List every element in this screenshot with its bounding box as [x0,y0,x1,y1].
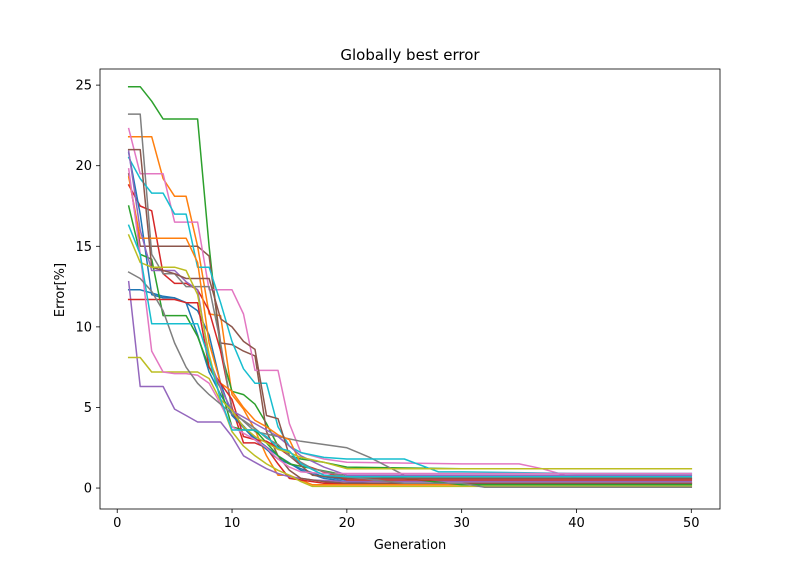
x-tick-label: 40 [568,516,585,531]
chart-title: Globally best error [340,46,480,64]
y-axis-label: Error[%] [53,263,68,317]
x-tick-label: 50 [683,516,700,531]
series-line-17 [127,168,693,475]
series-layer [127,85,693,488]
x-tick-label: 30 [453,516,470,531]
y-tick-label: 5 [84,401,92,416]
series-line-6 [127,172,693,484]
y-tick-label: 0 [84,482,92,497]
series-line-19 [127,234,693,470]
x-tick-label: 10 [224,516,241,531]
series-line-16 [127,148,693,480]
series-line-20 [127,224,693,478]
y-tick-label: 10 [75,320,92,335]
y-tick-label: 25 [75,79,92,94]
axes-layer: 0 10 20 30 40 50 0 5 10 15 20 25 [75,68,721,531]
y-tick-label: 20 [75,159,92,174]
series-line-3 [127,85,693,470]
x-axis-label: Generation [374,538,447,553]
y-tick-label: 15 [75,240,92,255]
plot-frame [99,68,721,510]
series-line-10 [127,156,693,475]
series-line-18 [127,271,693,488]
x-tick-label: 0 [113,516,121,531]
x-tick-label: 20 [339,516,356,531]
